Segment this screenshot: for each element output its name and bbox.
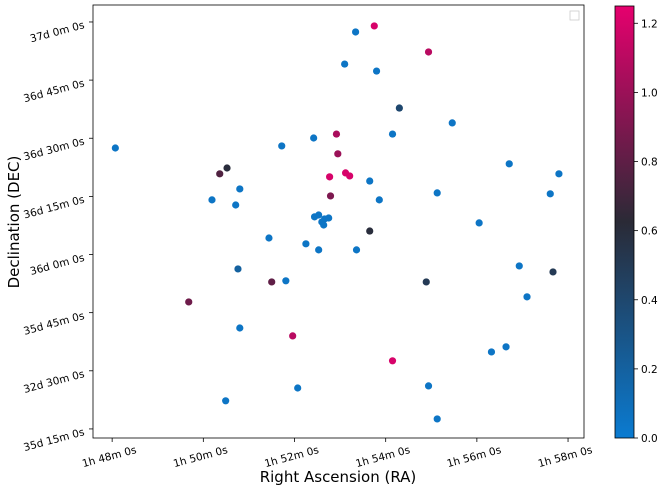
scatter-point [234,265,242,273]
scatter-point [375,196,383,204]
scatter-point [216,170,224,178]
scatter-point [433,415,441,423]
colorbar-tick-label: 0.0 [641,433,658,445]
scatter-point [332,130,341,138]
scatter-point [278,142,286,150]
scatter-point [334,150,342,158]
scatter-point [555,170,563,178]
y-tick-label: 36d 45m 0s [22,77,85,105]
y-tick-label: 36d 0m 0s [29,252,86,278]
scatter-point [424,382,433,390]
scatter-point [265,234,273,242]
scatter-point [111,144,119,152]
scatter-point [325,214,333,222]
scatter-point [208,196,216,204]
colorbar-tick-label: 0.8 [641,157,658,169]
y-axis-title: Declination (DEC) [5,156,23,289]
scatter-point [341,60,349,68]
scatter-point [352,246,361,254]
scatter-point [487,348,496,356]
scatter-point [351,28,360,36]
scatter-point [310,134,318,142]
scatter-point [223,164,231,172]
scatter-point [422,278,430,286]
x-axis-title: Right Ascension (RA) [260,468,417,486]
scatter-point [236,185,244,193]
x-tick-label: 1h 48m 0s [81,444,138,470]
scatter-point [315,246,323,254]
scatter-point [366,177,374,185]
scatter-point [523,293,531,301]
scatter-point [326,192,335,200]
scatter-point [433,189,441,197]
x-tick-label: 1h 50m 0s [172,444,229,470]
scatter-point [502,343,510,351]
y-tick-label: 37d 0m 0s [29,19,86,45]
scatter-point [320,221,328,229]
x-tick-label: 1h 54m 0s [354,444,411,470]
scatter-point [388,357,397,365]
scatter-point [372,67,381,75]
scatter-point [475,219,483,227]
colorbar-tick-label: 1.0 [641,87,658,99]
scatter-point [326,173,334,181]
scatter-point [185,298,193,306]
scatter-point [268,278,276,286]
scatter-point [515,262,523,270]
x-tick-label: 1h 58m 0s [537,444,594,470]
x-tick-label: 1h 56m 0s [446,444,503,470]
scatter-point [236,324,244,332]
scatter-point [366,227,374,235]
y-tick-label: 36d 30m 0s [22,136,85,164]
legend [569,10,580,21]
scatter-point [424,48,433,56]
scatter-point [222,397,230,405]
scatter-point [448,119,456,127]
colorbar-tick-label: 0.4 [641,295,658,307]
colorbar-tick-label: 0.6 [641,226,658,238]
scatter-point [294,384,302,392]
scatter-point [395,104,403,112]
scatter-point [549,268,557,276]
scatter-point [505,160,513,168]
scatter-point [232,201,240,209]
scatter-point [289,332,297,340]
scatter-point [346,172,354,180]
plot-frame [92,4,585,439]
scatter-point [282,277,290,285]
x-tick-label: 1h 52m 0s [263,444,320,470]
y-tick-label: 35d 45m 0s [22,310,85,338]
scatter-point [388,130,397,138]
y-tick-label: 36d 15m 0s [22,194,85,222]
colorbar-tick-label: 1.2 [641,18,658,30]
colorbar [614,5,635,439]
scatter-point [370,22,378,30]
scatter-point [546,190,554,198]
y-tick-label: 32d 30m 0s [22,368,85,396]
y-tick-label: 35d 15m 0s [22,426,85,454]
scatter-point [302,240,310,248]
colorbar-tick-label: 0.2 [641,364,658,376]
scatter-point [315,211,323,219]
